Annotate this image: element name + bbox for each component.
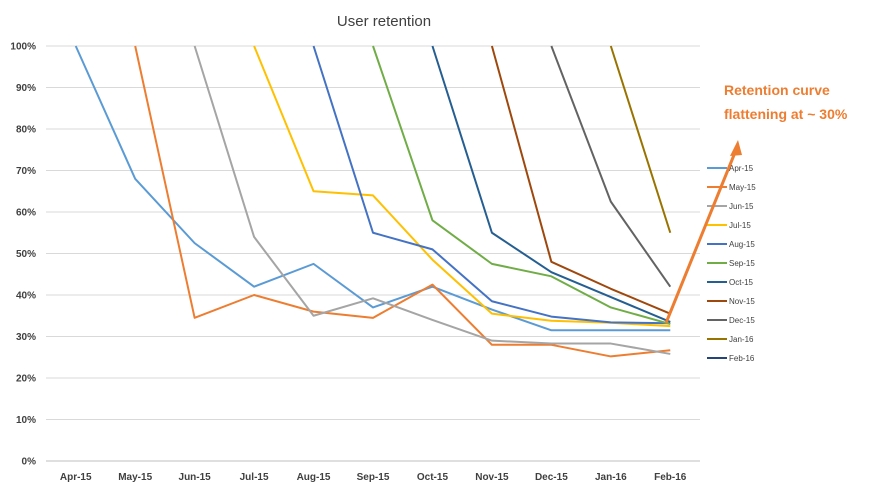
series-line-jan-16	[609, 45, 672, 234]
x-tick-label: Aug-15	[297, 472, 331, 483]
y-tick-label: 80%	[16, 125, 36, 136]
gridlines	[46, 45, 700, 462]
x-tick-label: Dec-15	[535, 472, 568, 483]
annotation: Retention curve flattening at ~ 30%	[664, 82, 848, 324]
legend-label: Dec-15	[729, 316, 755, 325]
y-tick-label: 20%	[16, 374, 36, 385]
series-line-jun-15	[193, 45, 671, 355]
y-tick-label: 40%	[16, 291, 36, 302]
series-line-oct-15	[431, 45, 671, 323]
series-line-sep-15	[372, 45, 671, 326]
legend-label: Oct-15	[729, 278, 754, 287]
series-line-dec-15	[550, 45, 672, 288]
annotation-line-2: flattening at ~ 30%	[724, 106, 848, 122]
annotation-arrow-shaft	[664, 149, 738, 324]
legend-label: Apr-15	[729, 164, 754, 173]
y-tick-label: 30%	[16, 332, 36, 343]
legend-label: Aug-15	[729, 240, 755, 249]
series-line-jul-15	[253, 45, 671, 328]
legend-label: Nov-15	[729, 297, 755, 306]
y-tick-label: 90%	[16, 83, 36, 94]
chart-title: User retention	[337, 13, 431, 30]
series-line-may-15	[134, 45, 671, 358]
x-tick-label: Sep-15	[357, 472, 390, 483]
legend-label: May-15	[729, 183, 756, 192]
legend: Apr-15 May-15 Jun-15 Jul-15 Aug-15 Sep-15 Oct-…	[707, 164, 756, 363]
x-tick-label: Apr-15	[60, 472, 92, 483]
y-tick-label: 10%	[16, 415, 36, 426]
annotation-line-1: Retention curve	[724, 82, 830, 98]
x-axis-tick-labels: Apr-15 May-15 Jun-15 Jul-15 Aug-15 Sep-15 Oct-…	[60, 472, 687, 483]
legend-label: Jan-16	[729, 335, 754, 344]
y-tick-label: 50%	[16, 249, 36, 260]
x-tick-label: Jul-15	[240, 472, 269, 483]
series-line-aug-15	[312, 45, 671, 325]
x-tick-label: Jun-15	[179, 472, 212, 483]
legend-label: Feb-16	[729, 354, 755, 363]
annotation-arrow-head	[730, 140, 742, 156]
y-tick-label: 60%	[16, 208, 36, 219]
y-tick-label: 70%	[16, 166, 36, 177]
x-tick-label: May-15	[118, 472, 152, 483]
x-tick-label: Jan-16	[595, 472, 627, 483]
y-tick-label: 0%	[22, 457, 37, 468]
y-tick-label: 100%	[10, 42, 36, 53]
x-tick-label: Feb-16	[654, 472, 687, 483]
series-line-nov-15	[490, 45, 671, 315]
x-tick-label: Nov-15	[475, 472, 509, 483]
legend-label: Jun-15	[729, 202, 754, 211]
x-tick-label: Oct-15	[417, 472, 449, 483]
series-lines	[74, 45, 672, 358]
legend-label: Sep-15	[729, 259, 755, 268]
legend-label: Jul-15	[729, 221, 751, 230]
series-line-apr-15	[74, 45, 671, 332]
y-axis-tick-labels: 0% 10% 20% 30% 40% 50% 60% 70% 80% 90% 100%	[10, 42, 36, 468]
